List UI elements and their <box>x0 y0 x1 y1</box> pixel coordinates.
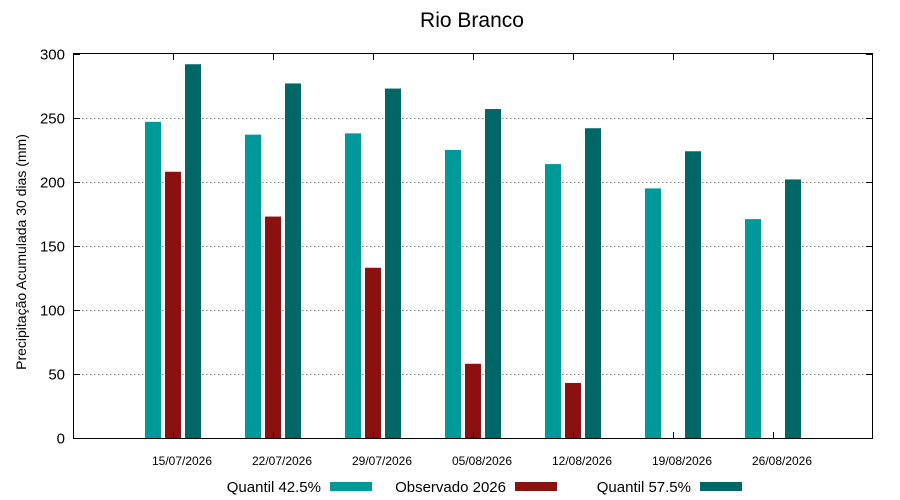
bar-quantil-42-5 <box>445 150 461 438</box>
bar-quantil-42-5 <box>645 188 661 438</box>
plot-frame <box>73 53 873 439</box>
y-tick-label: 200 <box>40 175 65 192</box>
bar-observado-2026 <box>465 363 481 438</box>
x-tick-label: 22/07/2026 <box>252 454 312 468</box>
y-axis-label: Precipitação Acumulada 30 dias (mm) <box>13 134 29 370</box>
x-tick-label: 19/08/2026 <box>652 454 712 468</box>
legend: Quantil 42.5% Observado 2026 Quantil 57.5% <box>227 479 742 496</box>
bar-quantil-57-5 <box>585 128 601 439</box>
bar-observado-2026 <box>365 267 381 438</box>
legend-swatch <box>700 482 742 491</box>
bar-observado-2026 <box>265 216 281 438</box>
legend-swatch <box>330 482 372 491</box>
chart-title: Rio Branco <box>420 9 524 32</box>
x-tick-label: 05/08/2026 <box>452 454 512 468</box>
x-tick-label: 29/07/2026 <box>352 454 412 468</box>
y-tick-label: 0 <box>57 431 65 448</box>
bar-quantil-57-5 <box>185 64 201 439</box>
grid <box>74 118 872 375</box>
bar-quantil-42-5 <box>145 121 161 438</box>
axes: 0 50 100 150 200 250 300 15/07/2026 22/07/2026 29… <box>40 47 872 468</box>
legend-label: Quantil 42.5% <box>227 479 321 496</box>
bar-quantil-42-5 <box>545 164 561 438</box>
bar-observado-2026 <box>565 382 581 438</box>
bar-quantil-57-5 <box>785 179 801 438</box>
bar-quantil-57-5 <box>485 109 501 438</box>
legend-swatch <box>515 482 557 491</box>
legend-label: Observado 2026 <box>395 479 506 496</box>
x-tick-label: 26/08/2026 <box>752 454 812 468</box>
bar-quantil-57-5 <box>285 83 301 438</box>
y-tick-label: 250 <box>40 111 65 128</box>
bars <box>145 64 801 439</box>
x-tick-label: 12/08/2026 <box>552 454 612 468</box>
y-tick-label: 50 <box>48 367 65 384</box>
legend-label: Quantil 57.5% <box>597 479 691 496</box>
bar-quantil-57-5 <box>685 151 701 438</box>
y-tick-label: 100 <box>40 303 65 320</box>
bar-quantil-57-5 <box>385 88 401 438</box>
x-tick-label: 15/07/2026 <box>152 454 212 468</box>
bar-quantil-42-5 <box>345 133 361 439</box>
y-tick-label: 300 <box>40 47 65 64</box>
y-tick-label: 150 <box>40 239 65 256</box>
bar-quantil-42-5 <box>245 134 261 438</box>
bar-quantil-42-5 <box>745 219 761 438</box>
bar-observado-2026 <box>165 171 181 438</box>
